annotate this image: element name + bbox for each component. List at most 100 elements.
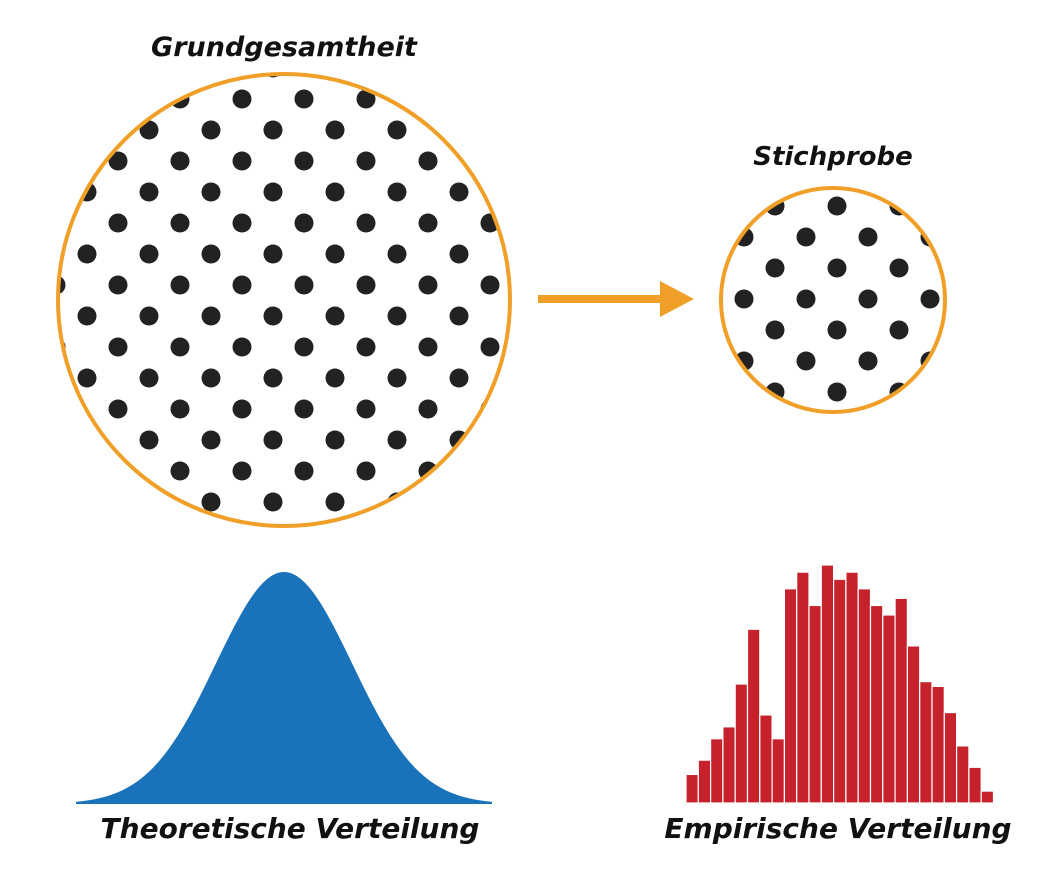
histogram-bar (759, 714, 773, 804)
histogram-bar (919, 681, 933, 804)
population-dot (170, 461, 190, 481)
sample-dot (858, 351, 878, 371)
population-dot (108, 337, 128, 357)
population-dot (263, 492, 283, 512)
population-dot (294, 461, 314, 481)
sample-dot (889, 258, 909, 278)
histogram-bar (845, 571, 859, 804)
population-dot (170, 275, 190, 295)
population-dot (294, 151, 314, 171)
population-dot (294, 337, 314, 357)
sample-dot (827, 382, 847, 402)
histogram-bar (820, 564, 835, 804)
population-dot (170, 337, 190, 357)
population-dot (387, 120, 407, 140)
population-dot (325, 120, 345, 140)
population-dot (294, 275, 314, 295)
population-dot (449, 306, 469, 326)
population-dot (480, 275, 500, 295)
population-dot (449, 182, 469, 202)
population-dot (232, 151, 252, 171)
sample-dot (796, 351, 816, 371)
population-dot (201, 492, 221, 512)
population-dot (232, 275, 252, 295)
population-dot (325, 368, 345, 388)
population-dot (232, 337, 252, 357)
population-dot (418, 275, 438, 295)
population-dot (356, 275, 376, 295)
sample-dot (796, 289, 816, 309)
population-dot (356, 399, 376, 419)
population-dot (325, 306, 345, 326)
population-dot (387, 306, 407, 326)
theoretical-distribution-label: Theoretische Verteilung (101, 812, 480, 845)
population-dot (139, 306, 159, 326)
population-dot (139, 120, 159, 140)
population-circle (56, 72, 512, 528)
population-dot (58, 275, 66, 295)
histogram-bar (882, 614, 896, 804)
population-dot (263, 120, 283, 140)
population-dot (294, 399, 314, 419)
histogram-bar (968, 766, 982, 804)
sample-dot (827, 320, 847, 340)
histogram-bar (894, 597, 908, 804)
population-dot (139, 244, 159, 264)
population-dot (201, 244, 221, 264)
histogram-bar (796, 571, 810, 804)
histogram-bar (697, 759, 712, 804)
population-dot (325, 430, 345, 450)
histogram-bar (685, 773, 699, 804)
histogram-bar (808, 604, 822, 804)
population-dot (263, 368, 283, 388)
population-dot (232, 89, 252, 109)
population-dot (263, 430, 283, 450)
sample-dot (827, 196, 847, 216)
population-dot (108, 399, 128, 419)
population-dot (356, 461, 376, 481)
population-dot (356, 151, 376, 171)
population-dot (387, 430, 407, 450)
population-dot (356, 213, 376, 233)
sample-dot (858, 227, 878, 247)
population-dot (170, 151, 190, 171)
population-dot (201, 368, 221, 388)
population-title: Grundgesamtheit (151, 32, 418, 63)
population-dot (139, 182, 159, 202)
population-dot (139, 368, 159, 388)
empirical-distribution-label: Empirische Verteilung (664, 812, 1011, 845)
population-dot (356, 337, 376, 357)
population-dot (77, 368, 97, 388)
population-dot (170, 399, 190, 419)
histogram-bar (832, 578, 847, 804)
sample-dot (889, 320, 909, 340)
sample-dot (858, 289, 878, 309)
histogram-bar (783, 588, 798, 804)
histogram-bar (955, 745, 970, 804)
histogram-bar (857, 588, 872, 804)
histogram-bar (906, 645, 921, 804)
sample-dot (796, 227, 816, 247)
population-dot (232, 461, 252, 481)
population-dot (356, 89, 376, 109)
histogram-bar (709, 738, 724, 804)
theoretical-distribution-curve (76, 572, 492, 804)
histogram-bar (771, 738, 785, 804)
population-dot (170, 213, 190, 233)
population-dot (294, 89, 314, 109)
sample-dot (734, 289, 754, 309)
population-dot (139, 430, 159, 450)
population-dot (325, 492, 345, 512)
population-dot (263, 244, 283, 264)
population-dot (325, 244, 345, 264)
population-dot (201, 306, 221, 326)
histogram-bar (746, 628, 761, 804)
population-dot (418, 151, 438, 171)
population-dot (232, 213, 252, 233)
sample-dots (734, 196, 940, 402)
sample-dot (765, 258, 785, 278)
population-dot (294, 213, 314, 233)
population-dot (387, 368, 407, 388)
population-dot (108, 213, 128, 233)
